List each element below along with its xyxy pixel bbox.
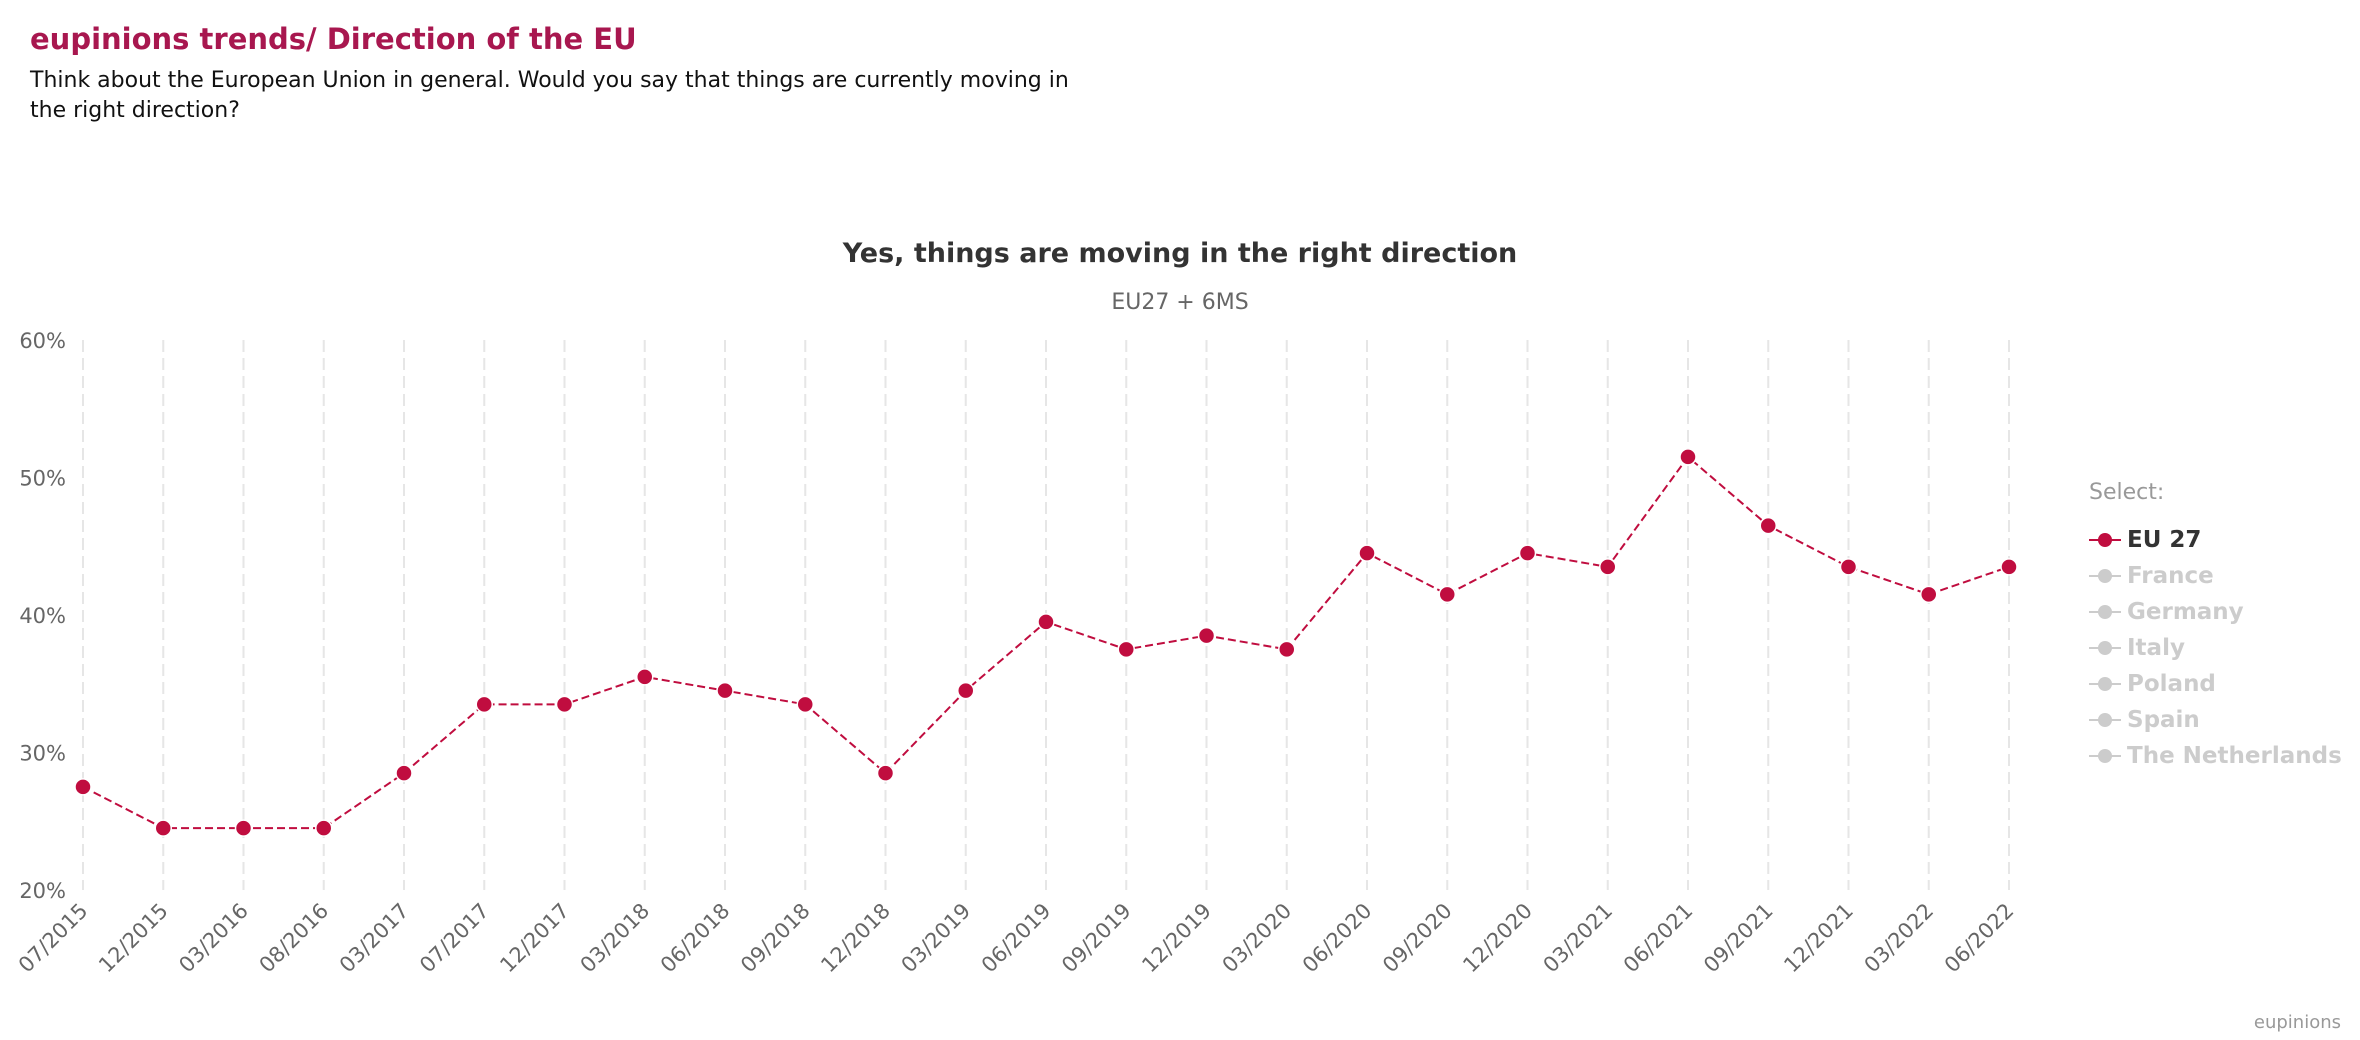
data-point[interactable] (1197, 626, 1216, 645)
data-point[interactable] (1759, 516, 1777, 535)
x-tick-label: 03/2018 (576, 899, 655, 978)
x-tick-label: 08/2016 (255, 899, 334, 978)
data-point[interactable] (1278, 640, 1296, 659)
x-tick-label: 06/2020 (1298, 899, 1377, 978)
data-point[interactable] (395, 764, 413, 782)
legend-item-spain[interactable]: Spain (2089, 702, 2342, 738)
x-tick-label: 06/2019 (977, 899, 1056, 978)
legend-item-poland[interactable]: Poland (2089, 666, 2342, 702)
y-tick-label: 30% (19, 742, 66, 766)
data-point[interactable] (716, 681, 734, 700)
data-point[interactable] (74, 778, 92, 796)
x-tick-label: 03/2016 (174, 899, 253, 978)
legend-label: Spain (2127, 707, 2200, 733)
data-point[interactable] (234, 819, 253, 837)
x-tick-label: 06/2018 (656, 899, 735, 978)
legend-item-the-netherlands[interactable]: The Netherlands (2089, 738, 2342, 774)
chart-subtitle: EU27 + 6MS (1111, 290, 1248, 315)
y-tick-label: 40% (19, 604, 66, 628)
legend-item-eu-27[interactable]: EU 27 (2089, 522, 2342, 558)
x-tick-label: 07/2017 (415, 899, 494, 978)
question-text: Think about the European Union in genera… (30, 68, 1069, 123)
x-tick-label: 12/2019 (1137, 899, 1216, 978)
x-tick-label: 12/2020 (1458, 899, 1537, 978)
x-tick-label: 09/2018 (736, 899, 815, 978)
data-point[interactable] (315, 819, 333, 837)
x-tick-label: 06/2022 (1940, 899, 2019, 978)
legend-label: The Netherlands (2127, 743, 2342, 769)
data-point[interactable] (1839, 558, 1858, 576)
legend-marker-icon (2089, 638, 2121, 658)
legend-marker-icon (2089, 530, 2121, 550)
x-tick-label: 03/2017 (335, 899, 414, 978)
series-eu27 (74, 448, 2018, 837)
data-point[interactable] (475, 695, 493, 714)
y-tick-label: 60% (19, 329, 66, 353)
data-point[interactable] (876, 764, 895, 782)
x-tick-label: 12/2015 (94, 899, 173, 978)
data-point[interactable] (1037, 613, 1055, 631)
data-point[interactable] (2000, 558, 2018, 576)
x-tick-label: 03/2022 (1860, 899, 1939, 978)
x-tick-label: 03/2021 (1539, 899, 1618, 978)
data-point[interactable] (1358, 544, 1376, 562)
x-tick-label: 12/2018 (816, 899, 895, 978)
data-point[interactable] (1599, 558, 1617, 576)
x-gridlines (82, 340, 2010, 890)
data-point[interactable] (1438, 585, 1456, 604)
y-tick-label: 50% (19, 467, 66, 491)
chart-title: Yes, things are moving in the right dire… (842, 238, 1518, 269)
legend-marker-icon (2089, 602, 2121, 622)
data-point[interactable] (154, 819, 172, 837)
credits[interactable]: eupinions (2253, 1012, 2341, 1033)
x-tick-label: 06/2021 (1619, 899, 1698, 978)
legend-marker-icon (2089, 674, 2121, 694)
legend-label: Poland (2127, 671, 2216, 697)
legend-marker-icon (2089, 566, 2121, 586)
legend-marker-icon (2089, 746, 2121, 766)
x-tick-label: 03/2019 (897, 899, 976, 978)
legend-marker-icon (2089, 710, 2121, 730)
data-point[interactable] (796, 695, 814, 714)
x-tick-label: 09/2021 (1699, 899, 1778, 978)
data-point[interactable] (957, 681, 975, 700)
legend-label: Germany (2127, 599, 2244, 625)
data-point[interactable] (1117, 640, 1135, 659)
x-tick-label: 09/2020 (1378, 899, 1457, 978)
data-point[interactable] (1518, 544, 1537, 562)
legend-label: Italy (2127, 635, 2185, 661)
x-tick-label: 12/2021 (1779, 899, 1858, 978)
data-point[interactable] (1679, 448, 1697, 466)
page-title: eupinions trends/ Direction of the EU (30, 22, 637, 56)
data-point[interactable] (636, 668, 654, 686)
legend: EU 27 France Germany Italy Poland Spain The Ne… (2089, 522, 2342, 774)
y-tick-label: 20% (19, 879, 66, 903)
legend-label: France (2127, 563, 2214, 589)
legend-item-france[interactable]: France (2089, 558, 2342, 594)
data-point[interactable] (555, 695, 574, 714)
y-axis-labels: 20% 30% 40% 50% 60% (19, 329, 66, 903)
x-axis-labels: 07/2015 12/2015 03/2016 08/2016 03/2017 07/20… (14, 899, 2019, 978)
legend-item-italy[interactable]: Italy (2089, 630, 2342, 666)
x-tick-label: 12/2017 (495, 899, 574, 978)
legend-item-germany[interactable]: Germany (2089, 594, 2342, 630)
data-point[interactable] (1920, 585, 1938, 604)
legend-label: EU 27 (2127, 527, 2202, 553)
x-tick-label: 09/2019 (1057, 899, 1136, 978)
x-tick-label: 07/2015 (14, 899, 93, 978)
legend-title: Select: (2089, 480, 2165, 505)
x-tick-label: 03/2020 (1218, 899, 1297, 978)
